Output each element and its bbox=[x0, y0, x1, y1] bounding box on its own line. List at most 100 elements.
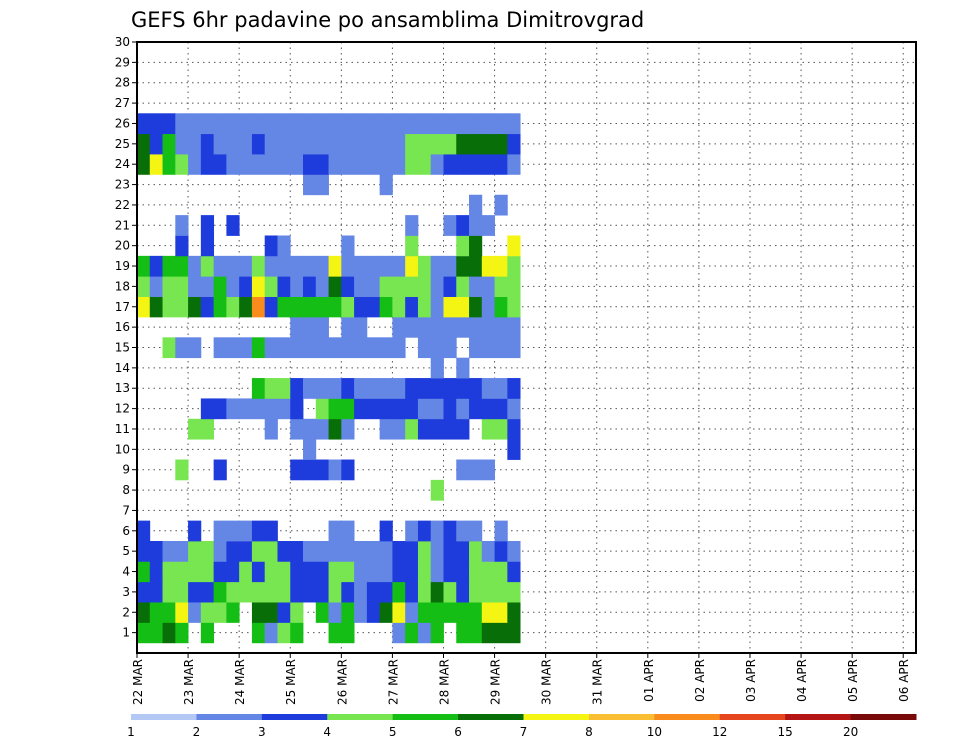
heatmap-cell bbox=[481, 398, 495, 420]
heatmap-cell bbox=[494, 133, 508, 155]
heatmap-cell bbox=[405, 316, 419, 338]
x-tick-label: 26 MAR bbox=[335, 659, 349, 705]
heatmap-cell bbox=[379, 113, 393, 135]
heatmap-cell bbox=[405, 622, 419, 644]
heatmap-cell bbox=[469, 622, 483, 644]
x-tick-label: 25 MAR bbox=[284, 659, 298, 705]
x-tick-label: 05 APR bbox=[846, 659, 860, 702]
heatmap-cell bbox=[162, 540, 176, 562]
heatmap-cell bbox=[277, 561, 291, 583]
heatmap-cell bbox=[366, 561, 381, 583]
heatmap-cell bbox=[379, 276, 393, 297]
heatmap-cell bbox=[328, 255, 342, 277]
heatmap-cell bbox=[417, 398, 432, 420]
heatmap-cell bbox=[149, 602, 163, 623]
heatmap-cell bbox=[469, 602, 483, 623]
heatmap-cell bbox=[264, 520, 278, 542]
heatmap-cell bbox=[137, 133, 151, 155]
colorbar-label: 20 bbox=[843, 725, 858, 739]
heatmap-cell bbox=[303, 113, 317, 135]
heatmap-cell bbox=[162, 255, 176, 277]
heatmap-cell bbox=[366, 398, 381, 420]
y-tick-label: 3 bbox=[122, 585, 130, 599]
heatmap-cell bbox=[239, 133, 253, 155]
heatmap-cell bbox=[354, 398, 368, 420]
heatmap-cell bbox=[226, 581, 240, 603]
heatmap-cell bbox=[277, 133, 291, 155]
heatmap-cell bbox=[443, 154, 457, 175]
heatmap-cell bbox=[328, 337, 342, 359]
x-tick-label: 29 MAR bbox=[489, 659, 503, 705]
heatmap-cell bbox=[213, 520, 227, 542]
y-tick-label: 28 bbox=[115, 76, 130, 90]
heatmap-cell bbox=[175, 602, 189, 623]
heatmap-cell bbox=[417, 337, 432, 359]
heatmap-cell bbox=[277, 398, 291, 420]
heatmap-cell bbox=[264, 561, 278, 583]
heatmap-cell bbox=[213, 113, 227, 135]
heatmap-cell bbox=[366, 133, 381, 155]
heatmap-cell bbox=[328, 296, 342, 318]
heatmap-cell bbox=[239, 540, 253, 562]
heatmap-cell bbox=[290, 316, 304, 338]
heatmap-cell bbox=[430, 133, 444, 155]
heatmap-cell bbox=[354, 113, 368, 135]
heatmap-cell bbox=[481, 622, 495, 644]
heatmap-cell bbox=[456, 459, 470, 481]
heatmap-cell bbox=[405, 378, 419, 399]
heatmap-cell bbox=[392, 255, 406, 277]
heatmap-cell bbox=[354, 602, 368, 623]
x-tick-label: 04 APR bbox=[795, 659, 809, 702]
heatmap-cell bbox=[392, 316, 406, 338]
heatmap-cell bbox=[149, 255, 163, 277]
heatmap-cell bbox=[507, 337, 521, 359]
heatmap-cell bbox=[341, 418, 355, 440]
y-tick-label: 8 bbox=[122, 483, 130, 497]
heatmap-cell bbox=[137, 276, 151, 297]
heatmap-cell bbox=[226, 215, 240, 236]
heatmap-cell bbox=[277, 622, 291, 644]
heatmap-cell bbox=[303, 337, 317, 359]
heatmap-cell bbox=[443, 296, 457, 318]
heatmap-cell bbox=[303, 459, 317, 481]
heatmap-cell bbox=[481, 602, 495, 623]
heatmap-cell bbox=[137, 296, 151, 318]
heatmap-cell bbox=[417, 561, 432, 583]
heatmap-cell bbox=[251, 276, 266, 297]
heatmap-cell bbox=[456, 113, 470, 135]
y-tick-label: 2 bbox=[122, 605, 130, 619]
heatmap-cell bbox=[149, 296, 163, 318]
heatmap-cell bbox=[277, 296, 291, 318]
heatmap-cell bbox=[456, 561, 470, 583]
colorbar-label: 15 bbox=[778, 725, 793, 739]
heatmap-cell bbox=[213, 602, 227, 623]
heatmap-cell bbox=[137, 581, 151, 603]
heatmap-cell bbox=[162, 133, 176, 155]
heatmap-cell bbox=[315, 459, 329, 481]
heatmap-cell bbox=[430, 561, 444, 583]
heatmap-cell bbox=[469, 235, 483, 257]
y-tick-label: 30 bbox=[115, 35, 130, 49]
heatmap-cell bbox=[430, 113, 444, 135]
heatmap-cell bbox=[200, 255, 215, 277]
heatmap-cell bbox=[315, 296, 329, 318]
y-tick-label: 24 bbox=[115, 157, 130, 171]
heatmap-cell bbox=[379, 133, 393, 155]
heatmap-cell bbox=[507, 133, 521, 155]
heatmap-cell bbox=[366, 337, 381, 359]
heatmap-cell bbox=[315, 418, 329, 440]
heatmap-cell bbox=[251, 154, 266, 175]
heatmap-cell bbox=[366, 276, 381, 297]
heatmap-cell bbox=[354, 316, 368, 338]
heatmap-cell bbox=[417, 581, 432, 603]
heatmap-cell bbox=[405, 398, 419, 420]
heatmap-cell bbox=[303, 296, 317, 318]
heatmap-cell bbox=[239, 520, 253, 542]
heatmap-cell bbox=[443, 418, 457, 440]
heatmap-cell bbox=[443, 602, 457, 623]
heatmap-cell bbox=[290, 276, 304, 297]
heatmap-cell bbox=[430, 398, 444, 420]
colorbar-swatch bbox=[327, 714, 394, 720]
heatmap-cell bbox=[315, 540, 329, 562]
heatmap-cell bbox=[494, 378, 508, 399]
